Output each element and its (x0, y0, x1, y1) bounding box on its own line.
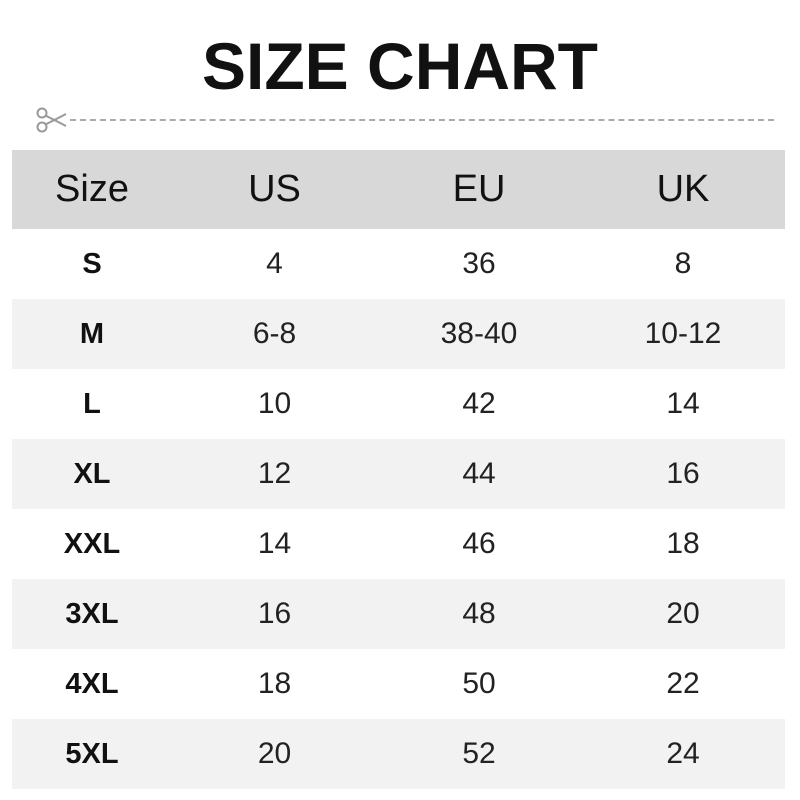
page-title: SIZE CHART (202, 29, 598, 103)
size-label: 4XL (65, 667, 119, 700)
size-value-uk: 10-12 (644, 317, 722, 350)
size-value-eu: 36 (462, 247, 496, 280)
column-header-eu: EU (452, 168, 506, 210)
size-value-uk: 20 (666, 597, 700, 630)
size-label: 3XL (65, 597, 119, 630)
table-row: 3XL 16 48 20 (12, 579, 785, 649)
size-label: S (82, 247, 102, 280)
size-value-uk: 16 (666, 457, 700, 490)
dashed-line (70, 119, 774, 121)
size-value-us: 18 (257, 667, 292, 700)
size-value-us: 20 (257, 737, 292, 770)
table-row: 4XL 18 50 22 (12, 649, 785, 719)
table-row: XXL 14 46 18 (12, 509, 785, 579)
size-value-uk: 14 (666, 387, 700, 420)
size-label: 5XL (65, 737, 119, 770)
size-value-us: 12 (257, 457, 292, 490)
size-value-us: 4 (266, 247, 283, 280)
size-value-eu: 46 (462, 527, 496, 560)
table-row: XL 12 44 16 (12, 439, 785, 509)
table-row: S 4 36 8 (12, 229, 785, 299)
size-table: Size US EU UK S 4 36 8 M 6-8 38-40 10-12 L 10 42 14 XL 1… (12, 150, 785, 789)
size-value-uk: 18 (666, 527, 700, 560)
scissors-icon (36, 107, 67, 133)
size-value-eu: 38-40 (440, 317, 518, 350)
column-header-us: US (248, 168, 301, 210)
table-row: M 6-8 38-40 10-12 (12, 299, 785, 369)
size-value-eu: 50 (462, 667, 496, 700)
size-value-us: 14 (257, 527, 292, 560)
size-label: XL (73, 457, 111, 490)
size-value-us: 10 (257, 387, 292, 420)
column-header-size: Size (55, 168, 129, 210)
size-label: XXL (63, 527, 121, 560)
size-value-eu: 52 (462, 737, 496, 770)
column-header-uk: UK (656, 168, 710, 210)
size-label: M (79, 317, 105, 350)
cut-line (34, 106, 774, 134)
size-value-eu: 42 (462, 387, 496, 420)
size-value-us: 6-8 (252, 317, 297, 350)
size-label: L (83, 387, 101, 420)
size-value-eu: 44 (462, 457, 496, 490)
size-value-eu: 48 (462, 597, 496, 630)
header-row: Size US EU UK (12, 150, 785, 229)
size-value-uk: 24 (666, 737, 700, 770)
size-value-uk: 22 (666, 667, 700, 700)
size-value-uk: 8 (674, 247, 692, 280)
table-row: L 10 42 14 (12, 369, 785, 439)
size-value-us: 16 (257, 597, 292, 630)
table-row: 5XL 20 52 24 (12, 719, 785, 789)
